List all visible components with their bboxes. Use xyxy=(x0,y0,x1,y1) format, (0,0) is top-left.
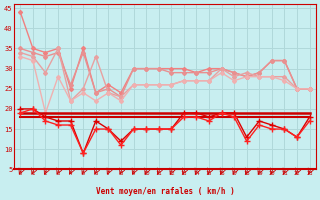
X-axis label: Vent moyen/en rafales ( km/h ): Vent moyen/en rafales ( km/h ) xyxy=(96,187,234,196)
